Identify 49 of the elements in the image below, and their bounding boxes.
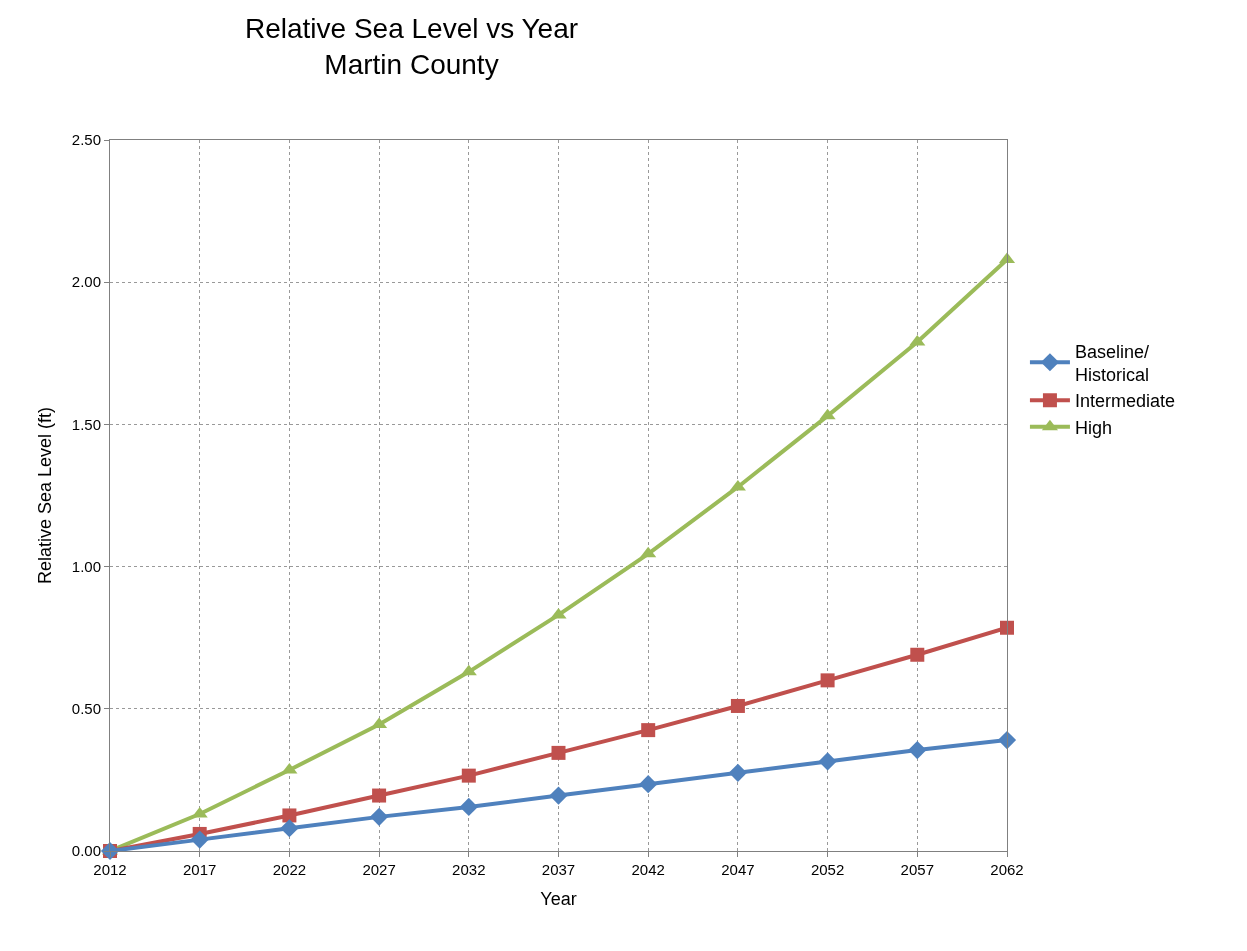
- point: [459, 797, 478, 817]
- point: [729, 479, 746, 491]
- legend-label: Intermediate: [1074, 391, 1175, 412]
- point: [370, 807, 389, 826]
- x-tick-label: 2047: [721, 861, 755, 878]
- y-tick-label: 0.00: [71, 842, 101, 860]
- point: [551, 745, 566, 760]
- point: [910, 647, 925, 662]
- y-tick-label: 0.50: [71, 700, 101, 718]
- legend-label: High: [1074, 417, 1112, 438]
- point: [819, 408, 836, 420]
- x-tick-label: 2042: [631, 861, 665, 878]
- chart-title: Relative Sea Level vs Year Martin County: [244, 13, 579, 81]
- point: [280, 819, 299, 838]
- point: [728, 763, 747, 782]
- point: [909, 334, 926, 346]
- point: [461, 768, 476, 783]
- point: [997, 730, 1017, 750]
- x-tick-label: 2057: [900, 861, 934, 878]
- x-tick-label: 2022: [272, 861, 307, 878]
- x-tick-label: 2017: [183, 861, 217, 878]
- point: [549, 786, 568, 805]
- x-tick-label: 2037: [541, 861, 576, 878]
- point: [460, 664, 477, 676]
- point: [730, 698, 745, 713]
- y-axis-title: Relative Sea Level (ft): [35, 406, 55, 585]
- point: [281, 762, 298, 774]
- point: [820, 673, 835, 688]
- point: [282, 808, 297, 823]
- point: [1000, 620, 1014, 635]
- point: [639, 775, 658, 794]
- x-tick-label: 2062: [990, 861, 1024, 878]
- x-tick-label: 2012: [93, 861, 127, 878]
- point: [640, 546, 657, 558]
- point: [641, 723, 656, 738]
- y-tick-label: 1.50: [71, 415, 101, 433]
- x-axis-title: Year: [540, 889, 577, 910]
- y-tick-label: 2.00: [71, 273, 101, 291]
- x-tick-label: 2027: [362, 861, 396, 878]
- point: [550, 607, 567, 619]
- y-tick-label: 2.50: [71, 131, 101, 149]
- point: [908, 740, 927, 760]
- x-tick-label: 2052: [810, 861, 845, 878]
- legend-label: Baseline/ Historical: [1074, 341, 1149, 385]
- x-tick-label: 2032: [452, 861, 486, 878]
- point: [190, 830, 209, 849]
- y-tick-label: 1.00: [71, 557, 101, 575]
- point: [818, 752, 837, 771]
- point: [372, 788, 387, 803]
